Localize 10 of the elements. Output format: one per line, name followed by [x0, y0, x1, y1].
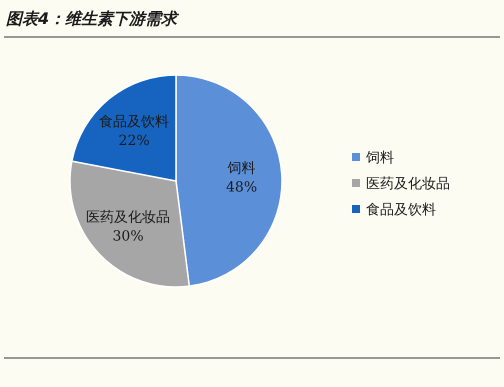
- legend-label: 食品及饮料: [366, 202, 436, 218]
- chart-title: 图表4：维生素下游需求: [6, 9, 180, 28]
- slice-label: 食品及饮料: [99, 114, 170, 130]
- data-label: 22%: [118, 132, 150, 149]
- slice-label: 医药及化妆品: [86, 209, 170, 226]
- data-label: 30%: [112, 228, 144, 244]
- legend-label: 医药及化妆品: [366, 176, 450, 192]
- legend-label: 饲料: [365, 150, 394, 166]
- slice-label: 饲料: [226, 160, 256, 176]
- data-label: 48%: [226, 179, 258, 196]
